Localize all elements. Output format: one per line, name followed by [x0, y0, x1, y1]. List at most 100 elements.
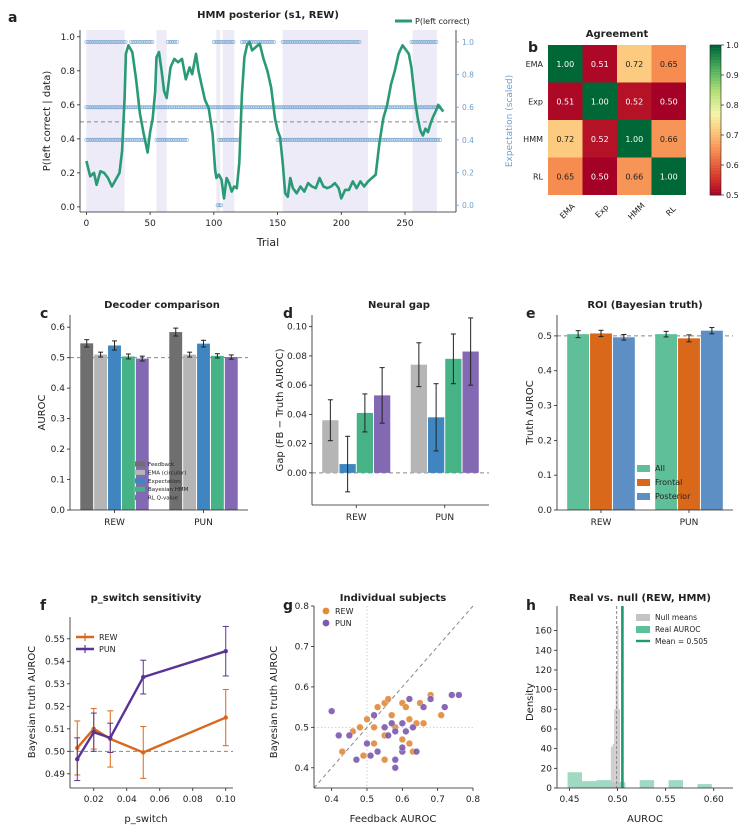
expectation-point — [286, 105, 290, 110]
x-tick-label: 0.04 — [117, 795, 137, 805]
expectation-point — [343, 105, 348, 110]
expectation-point — [430, 105, 435, 110]
panel-letter-f: f — [40, 598, 47, 614]
expectation-point — [282, 39, 287, 44]
expectation-point — [126, 137, 131, 142]
chart-title: Real vs. null (REW, HMM) — [569, 593, 711, 604]
cell-value: 0.51 — [591, 60, 609, 69]
bar — [462, 351, 479, 473]
x-tick-label: 0.5 — [360, 795, 374, 805]
expectation-point — [180, 105, 185, 110]
cell-value: 0.52 — [591, 135, 609, 144]
expectation-point — [296, 39, 301, 44]
expectation-point — [86, 137, 91, 142]
expectation-point — [114, 39, 119, 44]
heatmap-cell — [548, 157, 583, 195]
expectation-point — [93, 137, 98, 142]
expectation-point — [304, 137, 309, 142]
expectation-point — [311, 137, 316, 142]
expectation-point — [221, 105, 226, 110]
heatmap-cell — [582, 157, 617, 195]
expectation-point — [116, 105, 121, 110]
colorbar-segment — [710, 120, 721, 124]
expectation-point — [344, 39, 349, 44]
expectation-point — [259, 39, 264, 44]
heatmap-cell — [651, 157, 686, 195]
expectation-point — [135, 137, 140, 142]
expectation-point — [263, 39, 268, 44]
subject-point — [427, 695, 435, 703]
colorbar-segment — [710, 141, 721, 145]
expectation-point — [391, 105, 396, 110]
expectation-point — [375, 105, 380, 110]
colorbar-segment — [710, 138, 721, 142]
colorbar-segment — [710, 153, 721, 157]
expectation-point — [211, 39, 216, 44]
subject-point — [374, 703, 382, 711]
real-hist-bar — [567, 772, 583, 788]
colorbar-segment — [710, 48, 721, 52]
expectation-point — [286, 137, 291, 142]
expectation-point — [361, 105, 365, 110]
expectation-point — [243, 105, 248, 110]
expectation-point — [330, 39, 335, 44]
subject-point — [328, 707, 336, 715]
legend-label: Frontal — [655, 478, 682, 487]
expectation-point — [352, 105, 356, 110]
col-label: HMM — [626, 201, 646, 221]
category-label: REW — [104, 518, 125, 528]
col-label: EMA — [558, 202, 577, 221]
expectation-point — [178, 105, 183, 110]
category-label: PUN — [435, 513, 454, 523]
chart-title: Agreement — [586, 29, 649, 40]
expectation-point — [193, 105, 198, 110]
subject-point — [398, 719, 406, 727]
subject-point — [402, 703, 410, 711]
expectation-point — [437, 137, 442, 142]
expectation-point — [345, 137, 350, 142]
expectation-point — [182, 105, 187, 110]
expectation-point — [370, 137, 375, 142]
real-hist-bar — [639, 780, 655, 788]
expectation-point — [87, 105, 92, 110]
legend-swatch — [322, 607, 330, 615]
expectation-point — [186, 105, 191, 110]
expectation-point — [346, 39, 351, 44]
y-axis-label: Bayesian truth AUROC — [27, 646, 38, 758]
subject-point — [419, 703, 428, 711]
subject-point — [455, 691, 463, 699]
legend-label: Bayesian HMM — [148, 487, 189, 493]
y-right-tick-label: 0.6 — [462, 103, 474, 112]
expectation-point — [336, 137, 341, 142]
expectation-point — [398, 105, 403, 110]
colorbar-segment — [710, 135, 721, 139]
expectation-point — [275, 105, 280, 110]
expectation-point — [202, 105, 207, 110]
expectation-point — [330, 105, 335, 110]
expectation-point — [89, 39, 94, 44]
colorbar-segment — [710, 45, 721, 49]
expectation-point — [286, 39, 290, 44]
expectation-point — [284, 39, 289, 44]
row-label: Exp — [528, 97, 543, 106]
heatmap-cell — [582, 120, 617, 158]
expectation-point — [84, 39, 89, 44]
colorbar-segment — [710, 174, 721, 178]
expectation-point — [348, 39, 353, 44]
colorbar-segment — [710, 165, 721, 169]
expectation-point — [318, 105, 323, 110]
y-tick-label: 100 — [535, 686, 552, 696]
expectation-point — [300, 137, 305, 142]
legend-label: PUN — [99, 645, 116, 654]
expectation-point — [173, 105, 178, 110]
expectation-point — [320, 137, 325, 142]
y-tick-label: 0.1 — [51, 476, 65, 486]
expectation-point — [357, 137, 362, 142]
expectation-point — [137, 39, 142, 44]
subject-point — [359, 752, 368, 760]
expectation-point — [364, 105, 369, 110]
expectation-point — [416, 137, 421, 142]
expectation-point — [318, 39, 323, 44]
colorbar-tick-label: 0.7 — [726, 131, 739, 140]
expectation-point — [416, 39, 421, 44]
